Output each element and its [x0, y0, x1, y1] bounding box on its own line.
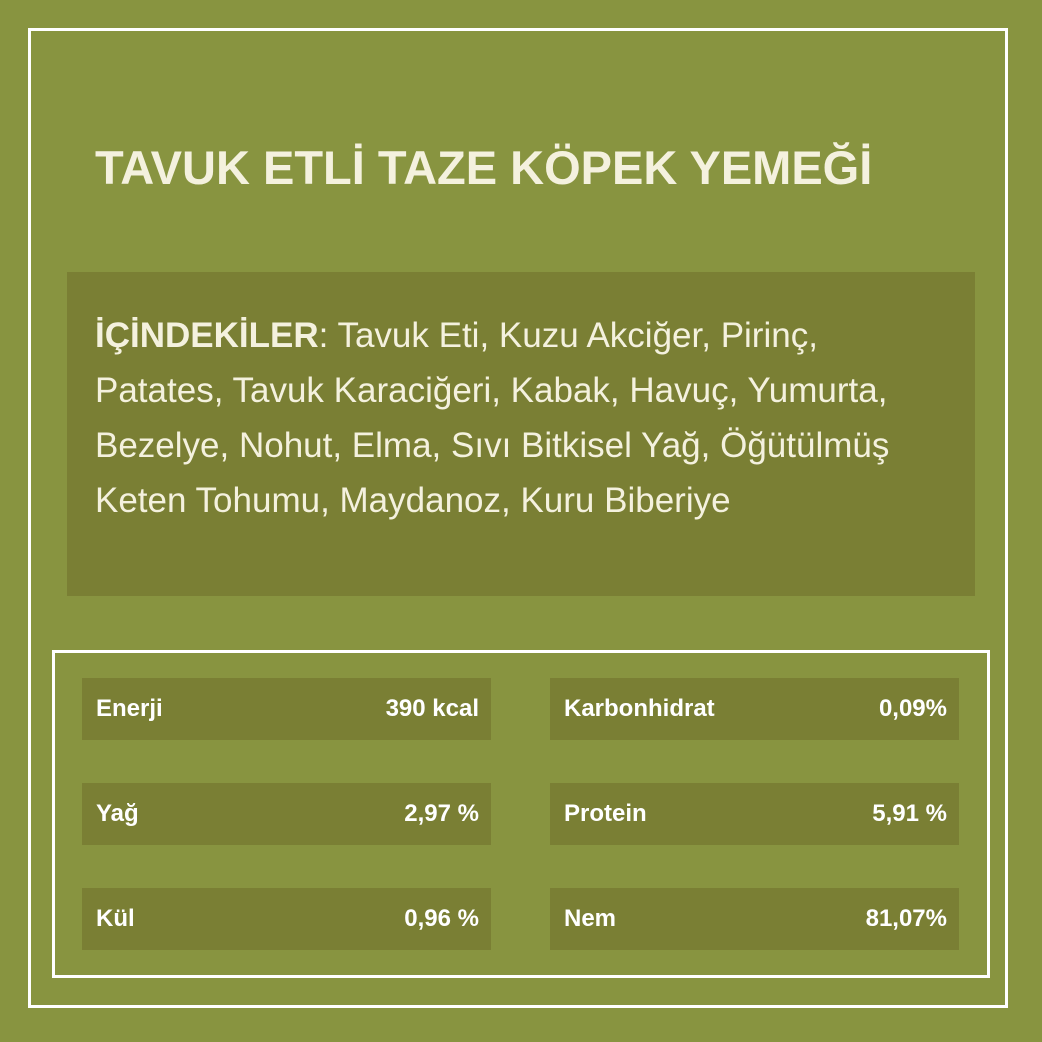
nutrition-cell: Nem 81,07%	[550, 888, 959, 950]
nutrition-cell: Yağ 2,97 %	[82, 783, 491, 845]
nutrition-cell: Karbonhidrat 0,09%	[550, 678, 959, 740]
nutrient-value: 390 kcal	[385, 695, 479, 722]
nutrition-cell: Kül 0,96 %	[82, 888, 491, 950]
ingredients-label: İÇİNDEKİLER	[95, 316, 319, 355]
nutrient-name: Yağ	[96, 800, 139, 827]
nutrient-name: Nem	[564, 905, 617, 932]
nutrition-panel	[52, 650, 990, 978]
nutrition-cell: Protein 5,91 %	[550, 783, 959, 845]
nutrient-name: Protein	[564, 800, 647, 827]
nutrient-name: Enerji	[96, 695, 163, 722]
nutrient-name: Kül	[96, 905, 135, 932]
nutrient-value: 0,09%	[878, 695, 947, 722]
product-title: TAVUK ETLİ TAZE KÖPEK YEMEĞİ	[95, 141, 873, 194]
ingredients-separator: :	[318, 316, 329, 355]
nutrient-value: 0,96 %	[404, 905, 479, 932]
nutrition-cell: Enerji 390 kcal	[82, 678, 491, 740]
nutrient-name: Karbonhidrat	[564, 695, 715, 722]
nutrient-value: 5,91 %	[872, 800, 947, 827]
ingredients-text: Tavuk Eti, Kuzu Akciğer, Pirinç, Patates…	[95, 316, 890, 520]
ingredients-panel: İÇİNDEKİLER: Tavuk Eti, Kuzu Akciğer, Pi…	[67, 272, 975, 596]
outer-border	[28, 28, 1008, 1008]
nutrient-value: 2,97 %	[404, 800, 479, 827]
nutrient-value: 81,07%	[865, 905, 947, 932]
